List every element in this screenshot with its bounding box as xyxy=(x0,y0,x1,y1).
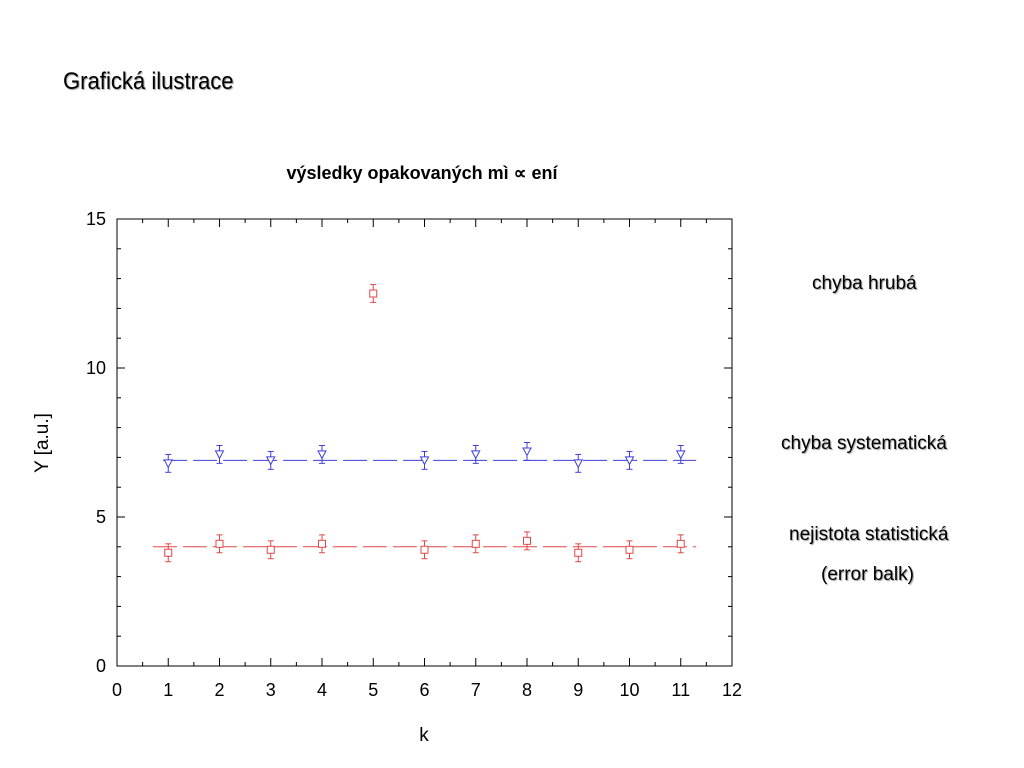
triangle-down-marker xyxy=(573,459,584,469)
series-1-point xyxy=(471,534,480,554)
x-tick-label: 6 xyxy=(419,680,429,700)
x-tick-label: 1 xyxy=(163,680,173,700)
reference-lines xyxy=(152,459,697,548)
triangle-down-marker xyxy=(163,459,174,469)
chart-title: výsledky opakovaných mì ∝ ení xyxy=(287,163,559,183)
series-0-point xyxy=(419,450,430,470)
series-1-point xyxy=(215,534,224,554)
series-1-point xyxy=(676,534,685,554)
series-1-point xyxy=(266,540,275,560)
statistical-uncertainty-annotation: nejistota statistická xyxy=(789,524,949,545)
triangle-down-marker xyxy=(470,450,481,460)
y-tick-label: 0 xyxy=(96,656,106,676)
triangle-down-marker xyxy=(624,456,635,466)
x-axis-label: k xyxy=(419,725,429,746)
slide-title: Grafická ilustrace xyxy=(63,68,234,95)
triangle-down-marker xyxy=(522,447,532,457)
x-tick-label: 0 xyxy=(112,680,122,700)
x-tick-label: 12 xyxy=(722,680,742,700)
y-axis-label: Y [a.u.] xyxy=(32,413,53,473)
series-1-point xyxy=(164,543,173,563)
series-1-point xyxy=(625,540,634,560)
square-marker xyxy=(266,545,275,554)
x-tick-label: 11 xyxy=(671,680,690,700)
series-0-point xyxy=(675,444,686,464)
series-1-point xyxy=(369,284,378,303)
x-tick-label: 5 xyxy=(368,680,378,700)
series-0-point xyxy=(470,444,481,464)
square-marker xyxy=(574,548,583,557)
series-0-point xyxy=(624,450,635,470)
x-tick-label: 10 xyxy=(619,680,639,700)
square-marker xyxy=(676,539,685,548)
triangle-down-marker xyxy=(675,450,686,460)
series-1-point xyxy=(574,543,583,563)
systematic-error-annotation: chyba systematická xyxy=(781,433,947,454)
series-1-point xyxy=(318,534,326,554)
triangle-down-marker xyxy=(265,456,276,466)
triangle-down-marker xyxy=(419,456,430,466)
x-tick-label: 2 xyxy=(214,680,224,700)
series-1-point xyxy=(523,531,531,551)
series-0-point xyxy=(163,453,174,473)
x-tick-label: 8 xyxy=(522,680,532,700)
square-marker xyxy=(369,289,378,298)
error-bars-annotation: (error balk) xyxy=(821,564,914,585)
series-0-point xyxy=(573,453,584,473)
square-marker xyxy=(523,536,531,545)
square-marker xyxy=(420,545,429,554)
y-tick-label: 5 xyxy=(96,507,106,527)
triangle-down-marker xyxy=(214,450,225,460)
square-marker xyxy=(471,539,480,548)
gross-error-annotation: chyba hrubá xyxy=(812,273,917,294)
axis-ticks xyxy=(116,218,733,667)
triangle-down-marker xyxy=(317,450,327,460)
series-0-point xyxy=(522,442,532,461)
x-tick-label: 9 xyxy=(573,680,583,700)
series-0-point xyxy=(317,444,327,464)
data-points xyxy=(163,284,686,563)
square-marker xyxy=(318,539,326,548)
square-marker xyxy=(625,545,634,554)
y-tick-label: 10 xyxy=(86,358,106,378)
square-marker xyxy=(164,548,173,557)
y-tick-label: 15 xyxy=(86,209,106,229)
x-tick-label: 4 xyxy=(317,680,327,700)
square-marker xyxy=(215,539,224,548)
series-1-point xyxy=(420,540,429,560)
x-tick-label: 7 xyxy=(471,680,481,700)
series-0-point xyxy=(265,450,276,470)
series-0-point xyxy=(214,444,225,464)
x-tick-label: 3 xyxy=(266,680,276,700)
plot-frame xyxy=(116,218,733,667)
